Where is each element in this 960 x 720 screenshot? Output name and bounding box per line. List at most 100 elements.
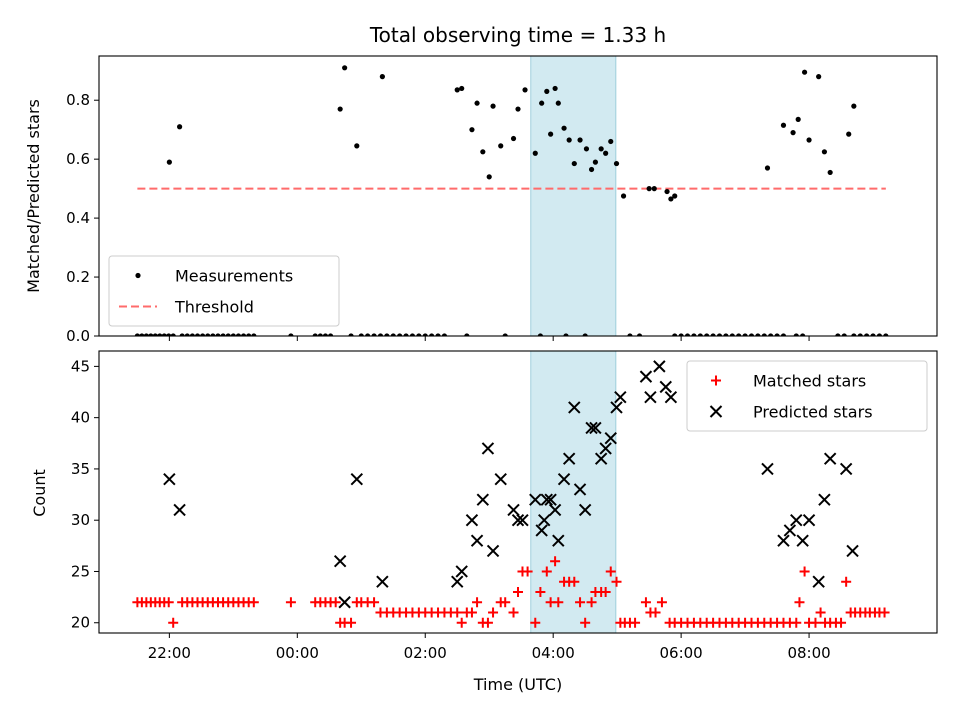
data-point [348, 333, 354, 336]
data-point [562, 452, 576, 465]
data-point [857, 333, 863, 336]
data-point [610, 401, 623, 414]
x-tick-label: 00:00 [276, 644, 319, 662]
series-predicted-stars [163, 360, 859, 609]
data-point [723, 333, 729, 336]
data-point [312, 333, 318, 336]
data-point [474, 100, 480, 106]
x-tick-label: 08:00 [787, 644, 830, 662]
data-point [429, 333, 435, 336]
y-tick-label: 0.8 [66, 91, 90, 109]
data-point [466, 607, 477, 618]
data-point [575, 597, 586, 608]
data-point [513, 586, 523, 597]
data-point [498, 143, 504, 149]
data-point [376, 575, 389, 588]
x-tick-label: 06:00 [660, 644, 703, 662]
data-point [397, 333, 403, 336]
data-point [650, 607, 661, 618]
data-point [500, 597, 511, 608]
data-point [806, 137, 812, 143]
data-point [173, 503, 186, 517]
data-point [416, 333, 422, 336]
data-point [841, 333, 847, 336]
data-point [774, 333, 780, 336]
data-point [455, 565, 468, 578]
data-point [704, 333, 710, 336]
bottom-panel: 22:00 00:00 02:00 04:00 06:00 08:00 20 25 30 35 40… [71, 350, 938, 662]
data-point [338, 596, 351, 609]
data-point [553, 597, 564, 608]
data-point [163, 472, 176, 486]
data-point [511, 513, 525, 527]
legend-label: Threshold [174, 298, 254, 317]
data-point [664, 390, 678, 404]
data-point [522, 87, 528, 93]
data-point [818, 493, 831, 506]
data-point [350, 472, 364, 486]
data-point [552, 85, 558, 92]
data-point [251, 333, 257, 336]
data-point [346, 617, 357, 628]
data-point [166, 159, 172, 165]
data-point [194, 333, 201, 336]
data-point [200, 333, 206, 336]
data-point [876, 333, 883, 336]
data-point [791, 617, 802, 628]
data-point [465, 513, 479, 527]
data-point [469, 127, 475, 133]
data-point [790, 513, 803, 527]
legend-label: Matched stars [753, 372, 866, 391]
data-point [589, 421, 602, 435]
data-point [354, 143, 360, 149]
data-point [783, 524, 797, 537]
data-point [568, 401, 581, 414]
data-point [337, 106, 343, 112]
data-point [585, 421, 598, 435]
data-point [710, 333, 716, 336]
data-point [369, 597, 380, 608]
data-point [764, 165, 771, 171]
data-point [851, 103, 857, 109]
data-point [139, 333, 145, 336]
data-point [166, 333, 172, 336]
data-point [515, 106, 521, 112]
data-point [544, 88, 550, 94]
y-tick-label: 0.4 [66, 209, 90, 227]
data-point [653, 360, 666, 373]
data-point [472, 597, 483, 608]
data-point [288, 333, 294, 336]
data-point [620, 193, 627, 199]
legend: Matched stars Predicted stars [686, 360, 928, 432]
data-point [815, 607, 826, 618]
data-point [614, 390, 627, 404]
data-point [836, 617, 847, 628]
data-point [544, 493, 557, 506]
data-point [480, 149, 486, 155]
data-point [563, 333, 569, 336]
data-point [490, 103, 496, 109]
legend-label: Measurements [175, 267, 293, 286]
data-point [569, 576, 580, 587]
y-tick-label: 35 [71, 460, 90, 478]
data-point [403, 333, 409, 336]
data-point [801, 69, 808, 75]
chart-title: Total observing time = 1.33 h [369, 23, 666, 47]
data-point [627, 333, 633, 336]
data-point [557, 472, 571, 486]
data-point [322, 333, 329, 336]
data-point [540, 493, 553, 506]
y-tick-label: 20 [71, 614, 90, 632]
data-point [157, 333, 163, 336]
data-point [583, 146, 590, 152]
data-point [835, 333, 841, 336]
data-point [371, 333, 377, 336]
y-tick-label: 0.0 [66, 327, 90, 345]
data-point [454, 87, 460, 93]
data-point [529, 493, 542, 506]
data-point [451, 575, 464, 588]
y-tick-label: 25 [71, 562, 90, 580]
data-point [780, 333, 787, 336]
data-point [580, 617, 591, 628]
